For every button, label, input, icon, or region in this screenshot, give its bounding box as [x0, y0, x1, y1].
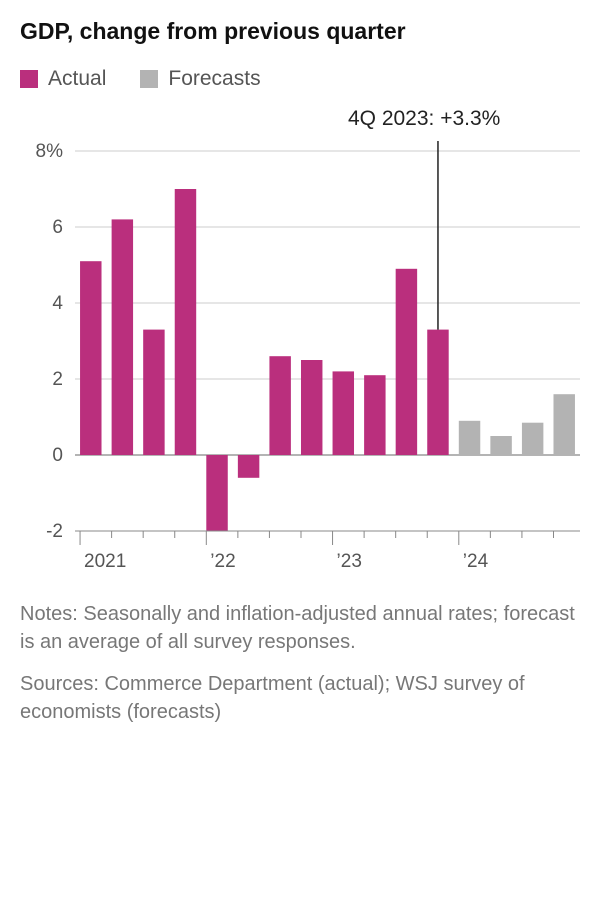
bar — [364, 375, 385, 455]
chart-notes: Notes: Seasonally and inflation-adjusted… — [20, 600, 580, 656]
legend-label: Forecasts — [168, 67, 260, 91]
chart-area: 4Q 2023: +3.3% -202468%2021’22’23’24 — [20, 141, 580, 586]
chart-title: GDP, change from previous quarter — [20, 18, 580, 45]
y-tick-label: -2 — [46, 521, 63, 542]
bar — [459, 421, 480, 455]
chart-sources: Sources: Commerce Department (actual); W… — [20, 670, 580, 726]
bar-chart-svg: -2 0 2 4 6 8% 2021 ’22 ’23 ’24 — [20, 141, 580, 581]
bar — [553, 394, 574, 455]
y-tick-label: 0 — [52, 445, 63, 466]
bar — [238, 455, 259, 478]
legend-label: Actual — [48, 67, 106, 91]
x-tick-label: ’23 — [337, 551, 362, 572]
chart-container: { "title": "GDP, change from previous qu… — [0, 0, 600, 900]
legend-swatch-actual — [20, 70, 38, 88]
bar — [396, 269, 417, 455]
bar — [490, 436, 511, 455]
callout-annotation: 4Q 2023: +3.3% — [348, 107, 500, 131]
x-tick-label: ’24 — [463, 551, 489, 572]
bar — [333, 371, 354, 455]
legend: Actual Forecasts — [20, 67, 580, 91]
bar — [269, 356, 290, 455]
y-tick-label: 4 — [52, 293, 63, 314]
x-tick-label: 2021 — [84, 551, 126, 572]
bar — [206, 455, 227, 531]
bar — [112, 219, 133, 455]
legend-item-forecasts: Forecasts — [140, 67, 260, 91]
bar — [427, 330, 448, 455]
annotation-text: 4Q 2023: +3.3% — [348, 107, 500, 130]
bar — [522, 423, 543, 455]
y-tick-label: 8% — [36, 141, 64, 162]
bar — [175, 189, 196, 455]
y-tick-label: 6 — [52, 217, 63, 238]
bar — [301, 360, 322, 455]
y-tick-label: 2 — [52, 369, 63, 390]
bar — [80, 261, 101, 455]
legend-swatch-forecasts — [140, 70, 158, 88]
x-tick-label: ’22 — [210, 551, 235, 572]
legend-item-actual: Actual — [20, 67, 106, 91]
bar — [143, 330, 164, 455]
